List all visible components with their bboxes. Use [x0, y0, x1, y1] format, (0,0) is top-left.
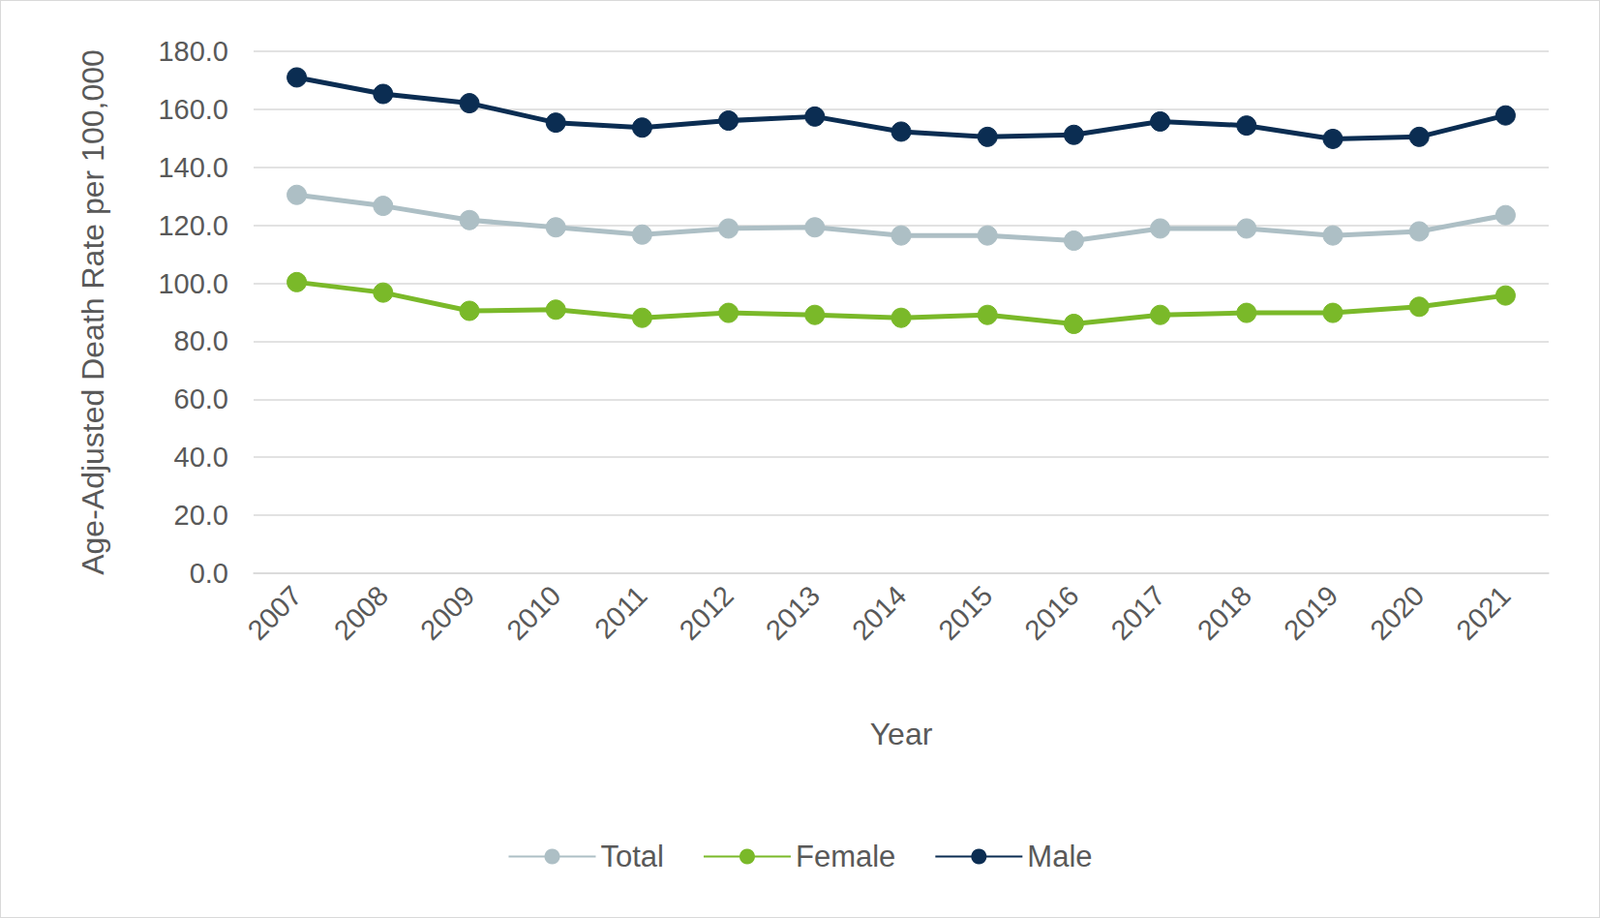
- svg-text:2016: 2016: [1018, 579, 1085, 646]
- svg-text:Age-Adjusted Death Rate per 10: Age-Adjusted Death Rate per 100,000: [75, 49, 111, 575]
- svg-text:2011: 2011: [588, 579, 654, 645]
- svg-text:120.0: 120.0: [157, 210, 229, 242]
- svg-text:2018: 2018: [1191, 579, 1258, 646]
- svg-text:2007: 2007: [241, 579, 308, 646]
- svg-text:2012: 2012: [673, 579, 740, 646]
- svg-text:2009: 2009: [414, 579, 481, 646]
- svg-text:Female: Female: [795, 839, 896, 874]
- svg-text:2020: 2020: [1363, 579, 1430, 646]
- svg-text:Total: Total: [600, 839, 664, 874]
- svg-text:Year: Year: [870, 716, 934, 752]
- svg-text:2015: 2015: [932, 579, 998, 646]
- svg-text:2014: 2014: [845, 579, 912, 646]
- svg-text:100.0: 100.0: [157, 268, 229, 300]
- svg-text:0.0: 0.0: [189, 557, 229, 589]
- svg-text:40.0: 40.0: [174, 441, 229, 473]
- svg-text:20.0: 20.0: [174, 499, 229, 531]
- svg-text:160.0: 160.0: [157, 93, 229, 125]
- svg-text:2010: 2010: [500, 579, 567, 646]
- svg-text:2017: 2017: [1105, 579, 1172, 646]
- svg-text:Male: Male: [1026, 839, 1092, 874]
- svg-text:180.0: 180.0: [157, 35, 229, 67]
- svg-text:2021: 2021: [1449, 579, 1516, 646]
- svg-text:140.0: 140.0: [157, 151, 229, 183]
- svg-text:60.0: 60.0: [174, 383, 229, 415]
- svg-text:2013: 2013: [759, 579, 826, 646]
- svg-text:2008: 2008: [328, 579, 394, 646]
- svg-text:2019: 2019: [1277, 579, 1344, 646]
- svg-text:80.0: 80.0: [174, 325, 229, 357]
